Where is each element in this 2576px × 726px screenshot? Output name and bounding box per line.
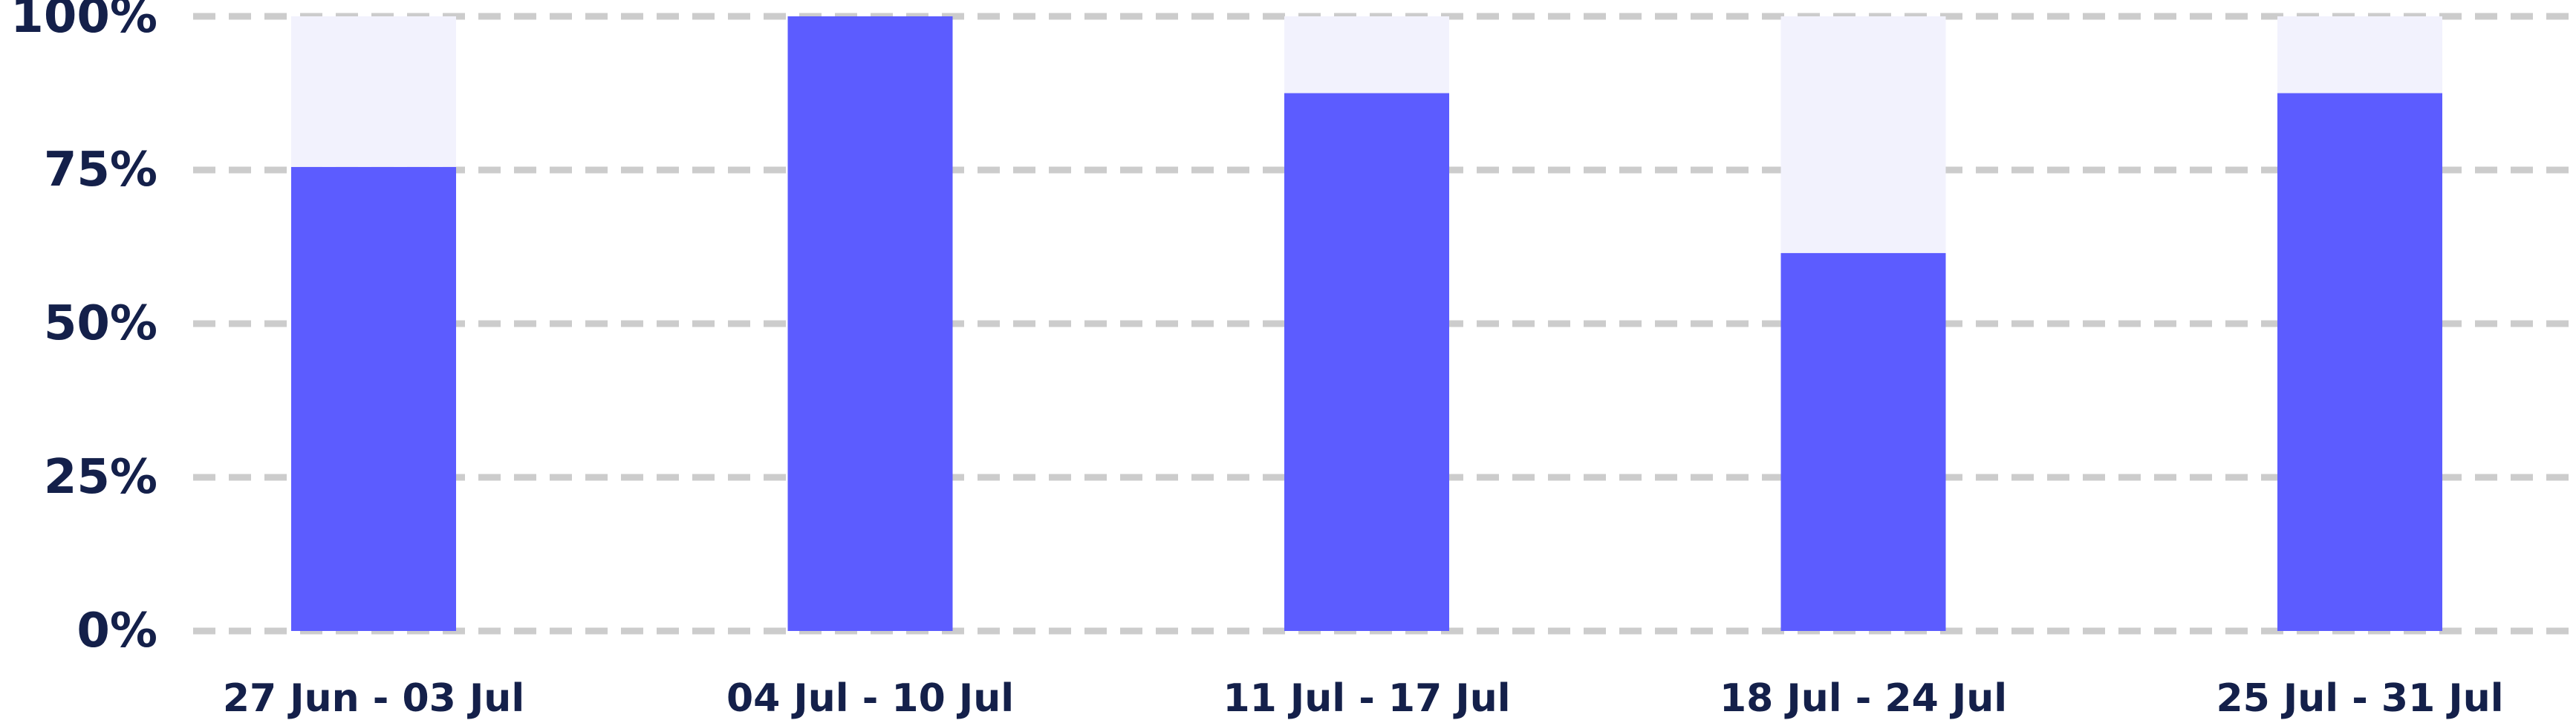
bar-value-segment [1284,93,1449,631]
bar-remainder-segment [2277,16,2442,94]
x-category-label: 04 Jul - 10 Jul [726,676,1014,721]
bar-remainder-segment [291,16,456,167]
x-category-label: 25 Jul - 31 Jul [2216,676,2503,721]
bar-value-segment [291,166,456,632]
y-tick-label: 100% [10,0,157,44]
x-axis-category-labels: 27 Jun - 03 Jul 04 Jul - 10 Jul 11 Jul - 1… [223,676,2504,721]
x-category-label: 11 Jul - 17 Jul [1223,676,1510,721]
bar-value-segment [787,16,953,631]
y-tick-label: 0% [77,604,157,658]
y-tick-label: 25% [44,450,157,505]
x-category-label: 27 Jun - 03 Jul [223,676,524,721]
bar-remainder-segment [1780,16,1946,253]
x-category-label: 18 Jul - 24 Jul [1720,676,2007,721]
bar-remainder-segment [1284,16,1449,94]
bar-value-segment [2277,93,2442,631]
bar-value-segment [1780,252,1946,631]
y-axis-tick-labels: 0% 25% 50% 75% 100% [10,0,157,658]
y-tick-label: 75% [44,143,157,197]
bars [291,16,2442,632]
y-tick-label: 50% [44,296,157,351]
